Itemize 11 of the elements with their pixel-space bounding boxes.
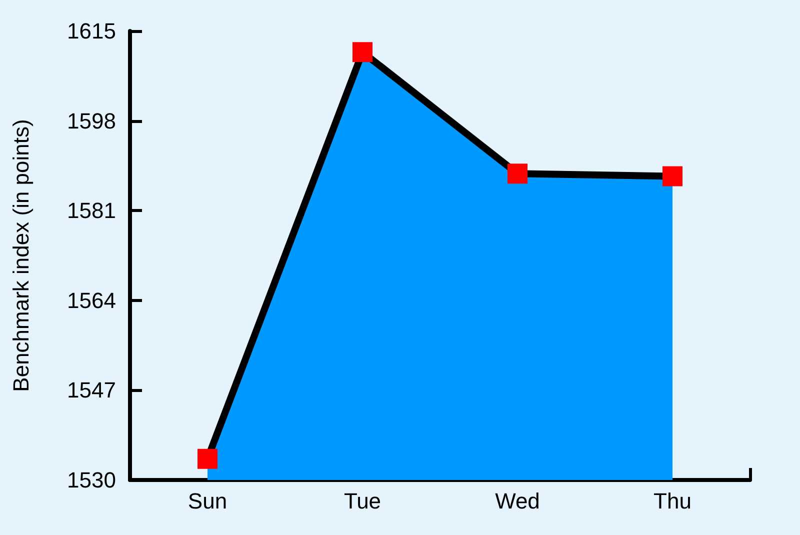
y-tick-label: 1581 <box>67 198 116 224</box>
y-tick-label: 1547 <box>67 378 116 403</box>
y-axis-title: Benchmark index (in points) <box>8 119 34 392</box>
x-tick-label: Tue <box>344 488 382 514</box>
y-tick-label: 1598 <box>67 108 116 134</box>
y-tick-label: 1564 <box>67 288 116 313</box>
x-tick-label: Sun <box>188 488 228 514</box>
y-tick-label: 1530 <box>67 468 116 492</box>
x-tick-label: Thu <box>654 488 692 514</box>
x-tick-label: Wed <box>495 488 540 514</box>
y-tick-label: 1615 <box>67 18 116 44</box>
